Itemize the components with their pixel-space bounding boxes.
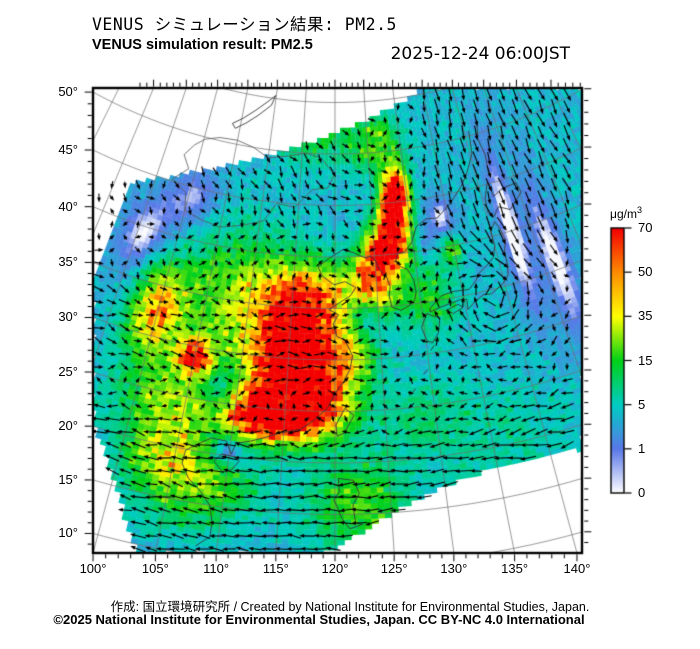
colorbar-unit-exponent: 3 <box>636 205 642 215</box>
credit-text: 作成: 国立環境研究所 / Created by National Instit… <box>110 600 590 614</box>
colorbar-unit-label: μg/m3 <box>601 205 651 221</box>
page-title-japanese: VENUS シミュレーション結果: PM2.5 <box>92 15 397 34</box>
page-subtitle-english: VENUS simulation result: PM2.5 <box>92 37 313 53</box>
license-text: ©2025 National Institute for Environment… <box>53 612 585 627</box>
timestamp: 2025-12-24 06:00JST <box>390 44 570 64</box>
colorbar-unit-base: μg/m <box>610 207 637 221</box>
